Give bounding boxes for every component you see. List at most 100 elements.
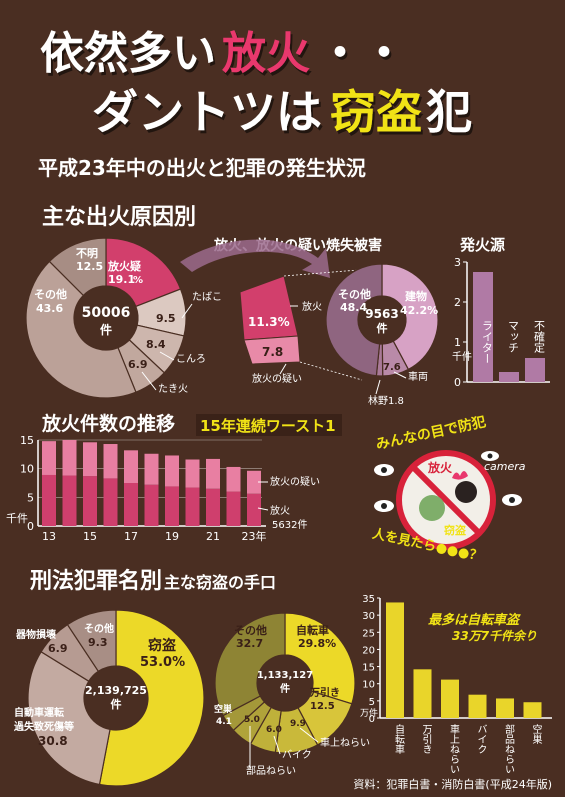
ignition-category-label: ライター — [481, 320, 494, 364]
trend-bar-suspected — [185, 459, 200, 488]
theft-ytick: 35 — [362, 594, 375, 605]
trend-bar-suspected — [124, 450, 138, 483]
theft-callout-line1: 最多は自転車盗 — [428, 612, 521, 628]
ignition-ytick: 2 — [454, 296, 461, 309]
trend-xtick: 13 — [42, 530, 56, 543]
trend-bar-suspected — [165, 455, 179, 487]
watch-sign-theft: 窃盗 — [444, 523, 466, 537]
crime-value-traffic: 30.8 — [38, 734, 68, 748]
theft-value-burglary: 4.1 — [216, 717, 232, 727]
theft-value-bicycle: 29.8% — [298, 637, 336, 650]
arson-trend-chart: 15 10 5 0 13 15 17 19 21 23年 千件 放火の疑い 放火 5632件 — [6, 434, 320, 543]
damage-label-vehicle: 車両 — [408, 370, 428, 383]
watching-eyes-icon — [374, 451, 522, 512]
trend-bar-suspected — [83, 442, 97, 477]
theft-label-bike: バイク — [282, 749, 312, 761]
subtitle: 平成23年中の出火と犯罪の発生状況 — [38, 156, 366, 180]
fire-value-tobacco: 9.5 — [156, 312, 176, 325]
damage-slice-3 — [325, 263, 383, 377]
fire-cause-donut — [25, 237, 187, 399]
fire-value-stove: 8.4 — [146, 338, 166, 351]
theft-ytick: 30 — [362, 611, 375, 622]
crime-donut-unit: 件 — [111, 697, 122, 711]
theft-value-other: 32.7 — [236, 637, 263, 650]
crime-value-theft: 53.0% — [140, 655, 185, 670]
leader-bonfire — [141, 371, 157, 391]
fire-section-title: 主な出火原因別 — [42, 205, 196, 230]
crime-slice-0 — [98, 609, 205, 787]
fire-label-arson: 放火疑 — [107, 259, 141, 273]
damage-value-building: 42.2% — [400, 304, 438, 317]
damage-donut-unit: 件 — [377, 321, 388, 335]
leader-trend-arson — [257, 507, 269, 511]
theft-bar — [386, 602, 404, 718]
ignition-ytick: 1 — [454, 336, 461, 349]
fire-donut-total: 50006 — [82, 305, 131, 321]
trend-ylabel: 千件 — [6, 512, 28, 525]
theft-ytick: 20 — [362, 645, 375, 656]
trend-bar-suspected — [103, 444, 118, 479]
headline-line1-c: ・・ — [318, 28, 406, 79]
theft-value-shoplift: 12.5 — [310, 701, 335, 712]
dashed-guide-top — [283, 269, 359, 277]
headline-line2-a: ダントツは — [92, 85, 322, 139]
damage-label-other: その他 — [338, 287, 371, 301]
damage-donut — [325, 263, 439, 377]
theft-donut — [214, 612, 356, 754]
arson-breakdown-value: 11.3% — [248, 315, 290, 329]
crime-label-vandalism: 器物損壊 — [15, 628, 57, 641]
fire-value-arson: 19.1 — [108, 273, 135, 286]
ignition-ylabel: 千件 — [452, 351, 472, 363]
trend-bar-arson — [206, 488, 220, 526]
theft-category-label: 車上ねらい — [448, 723, 460, 774]
fire-label-unknown: 不明 — [76, 247, 98, 260]
crime-value-vandalism: 6.9 — [48, 642, 68, 655]
leader-arson-suspected — [279, 363, 287, 375]
theft-ytick: 25 — [362, 628, 375, 639]
damage-value-forest: 林野1.8 — [368, 394, 404, 407]
arson-breakdown-label: 放火 — [302, 300, 322, 313]
trend-bar-arson — [247, 493, 261, 526]
ignition-bar — [525, 358, 545, 382]
theft-value-car: 9.9 — [290, 719, 306, 729]
theft-label-car: 車上ねらい — [320, 736, 370, 749]
leader-tobacco — [181, 303, 193, 319]
trend-bar-arson — [103, 478, 118, 526]
trend-bar-suspected — [247, 470, 261, 494]
dashed-guide-bottom — [299, 361, 363, 381]
fire-label-stove: こんろ — [176, 353, 206, 365]
ignition-ytick: 3 — [454, 256, 461, 269]
theft-ytick: 0 — [369, 714, 375, 725]
headline-line1-b: 放火 — [222, 28, 310, 79]
ignition-chart-title: 発火源 — [459, 236, 505, 254]
theft-ytick: 10 — [362, 680, 375, 691]
ignition-bar-chart: 3 2 1 0 ライター マッチ 不確定 千件 — [452, 256, 550, 389]
fire-value-other: 43.6 — [36, 302, 63, 315]
fire-donut-unit: 件 — [100, 322, 112, 337]
ignition-category-label: マッチ — [507, 320, 520, 353]
theft-hole — [258, 656, 312, 710]
theft-bar — [496, 698, 514, 718]
fire-label-tobacco: たばこ — [192, 291, 222, 303]
leader-vehicle — [393, 371, 407, 379]
theft-category-label: 空巣 — [530, 723, 542, 745]
trend-xtick: 23年 — [242, 529, 267, 543]
no-crime-slash — [410, 464, 482, 536]
arson-wedge — [239, 275, 299, 341]
fire-hole — [75, 287, 137, 349]
source-note: 資料：犯罪白書・消防白書(平成24年版) — [353, 777, 552, 791]
theft-value-bike: 6.0 — [266, 725, 282, 735]
theft-category-label: 部品ねらい — [503, 723, 515, 774]
leader-car — [299, 727, 319, 743]
watch-camera-text: camera — [484, 460, 526, 473]
crime-label-traffic-2: 過失致死傷等 — [13, 720, 74, 733]
damage-value-vehicle: 7.6 — [383, 362, 401, 373]
arson-suspected-value: 7.8 — [262, 345, 283, 359]
crime-label-traffic: 自動車運転 — [14, 706, 64, 719]
trend-legend-suspected: 放火の疑い — [270, 475, 320, 488]
trend-bar-suspected — [144, 453, 159, 485]
crime-donut-total: 2,139,725 — [85, 684, 147, 697]
trend-xtick: 15 — [83, 530, 97, 543]
fire-value-bonfire: 6.9 — [128, 358, 148, 371]
